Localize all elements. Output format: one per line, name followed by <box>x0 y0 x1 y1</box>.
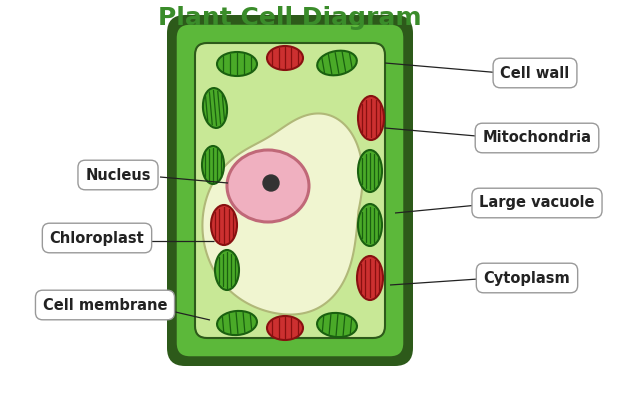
Ellipse shape <box>358 96 384 140</box>
Text: Nucleus: Nucleus <box>85 167 151 182</box>
Text: Plant Cell Diagram: Plant Cell Diagram <box>158 6 422 30</box>
Ellipse shape <box>211 205 237 245</box>
Ellipse shape <box>217 52 257 76</box>
Text: Cytoplasm: Cytoplasm <box>484 270 570 285</box>
Ellipse shape <box>317 51 357 75</box>
Ellipse shape <box>358 204 382 246</box>
Ellipse shape <box>203 88 227 128</box>
Ellipse shape <box>317 313 357 337</box>
FancyBboxPatch shape <box>195 43 385 338</box>
Text: Mitochondria: Mitochondria <box>483 130 592 145</box>
Ellipse shape <box>267 316 303 340</box>
Text: Large vacuole: Large vacuole <box>479 195 595 211</box>
Ellipse shape <box>202 146 224 184</box>
Text: Cell wall: Cell wall <box>500 66 570 81</box>
Ellipse shape <box>227 150 309 222</box>
Ellipse shape <box>267 46 303 70</box>
FancyBboxPatch shape <box>167 15 413 366</box>
Ellipse shape <box>263 175 279 191</box>
Text: Cell membrane: Cell membrane <box>43 298 167 312</box>
PathPatch shape <box>202 114 363 314</box>
Ellipse shape <box>217 311 257 335</box>
Text: Chloroplast: Chloroplast <box>50 231 144 246</box>
FancyBboxPatch shape <box>175 23 405 358</box>
Ellipse shape <box>357 256 383 300</box>
Ellipse shape <box>215 250 239 290</box>
Ellipse shape <box>358 150 382 192</box>
